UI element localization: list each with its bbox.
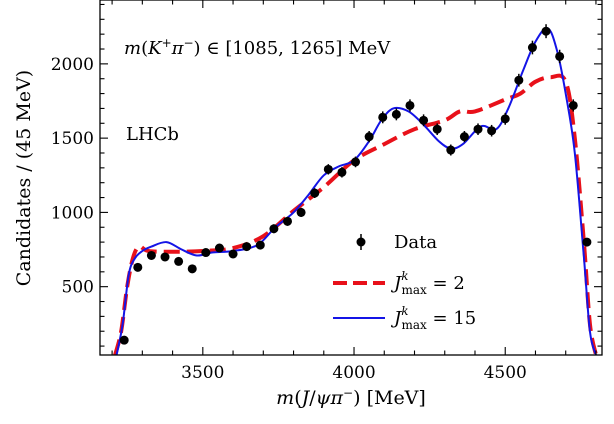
selection-annotation: m(K+π−) ∈ [1085, 1265] MeV (124, 36, 391, 59)
series-line-jmax-15 (115, 27, 597, 355)
y-tick-label: 500 (62, 278, 94, 298)
data-point (419, 115, 429, 125)
data-point (541, 26, 551, 36)
y-tick-label: 1000 (51, 203, 94, 223)
legend-entry-data: Data (356, 232, 437, 253)
data-point (378, 112, 388, 122)
plot-frame (99, 0, 603, 356)
legend: Data Jk max = 2 Jk max = 15 (333, 232, 476, 332)
x-tick-label: 3500 (181, 363, 224, 383)
data-point (337, 167, 347, 177)
data-point-layer (119, 24, 592, 345)
y-tick-label: 2000 (51, 55, 94, 75)
data-point (119, 335, 129, 345)
data-point (146, 250, 156, 260)
data-point (323, 164, 333, 174)
x-tick-label: 4000 (332, 363, 375, 383)
data-point (228, 249, 238, 259)
data-point (391, 109, 401, 119)
legend-jmax-2-label: Jk max = 2 (390, 269, 465, 297)
data-point (174, 256, 184, 266)
data-point (514, 75, 524, 85)
data-point (269, 224, 279, 234)
legend-data-marker (356, 237, 366, 247)
curve-layer (113, 27, 598, 355)
data-point (310, 188, 320, 198)
y-tick-label: 1500 (51, 129, 94, 149)
tick-layer (100, 0, 602, 355)
data-point (446, 145, 456, 155)
data-point (364, 132, 374, 142)
data-point (214, 243, 224, 253)
data-point (296, 207, 306, 217)
data-point (201, 248, 211, 258)
experiment-label: LHCb (126, 124, 179, 145)
data-point (160, 252, 170, 262)
y-axis-label: Candidates / (45 MeV) (13, 70, 35, 286)
legend-data-label: Data (394, 232, 437, 253)
data-point (432, 124, 442, 134)
data-point (282, 216, 292, 226)
x-axis-label: m(J/ψπ−) [MeV] (276, 386, 426, 409)
legend-entry-jmax-15: Jk max = 15 (333, 304, 476, 332)
data-point (405, 100, 415, 110)
data-point (459, 132, 469, 142)
series-line-jmax-2 (113, 73, 598, 355)
data-point (187, 264, 197, 274)
data-point (351, 157, 361, 167)
data-point (555, 51, 565, 61)
data-point (582, 237, 592, 247)
legend-entry-jmax-2: Jk max = 2 (333, 269, 465, 297)
data-point (133, 262, 143, 272)
data-point (487, 126, 497, 136)
x-tick-label: 4500 (484, 363, 527, 383)
data-point (500, 114, 510, 124)
data-point (242, 242, 252, 252)
data-point (473, 124, 483, 134)
tick-label-layer: 3500 4000 4500 500 1000 1500 2000 (51, 55, 527, 383)
data-point (255, 240, 265, 250)
legend-jmax-15-label: Jk max = 15 (390, 304, 476, 332)
data-point (527, 43, 537, 53)
data-point (568, 100, 578, 110)
